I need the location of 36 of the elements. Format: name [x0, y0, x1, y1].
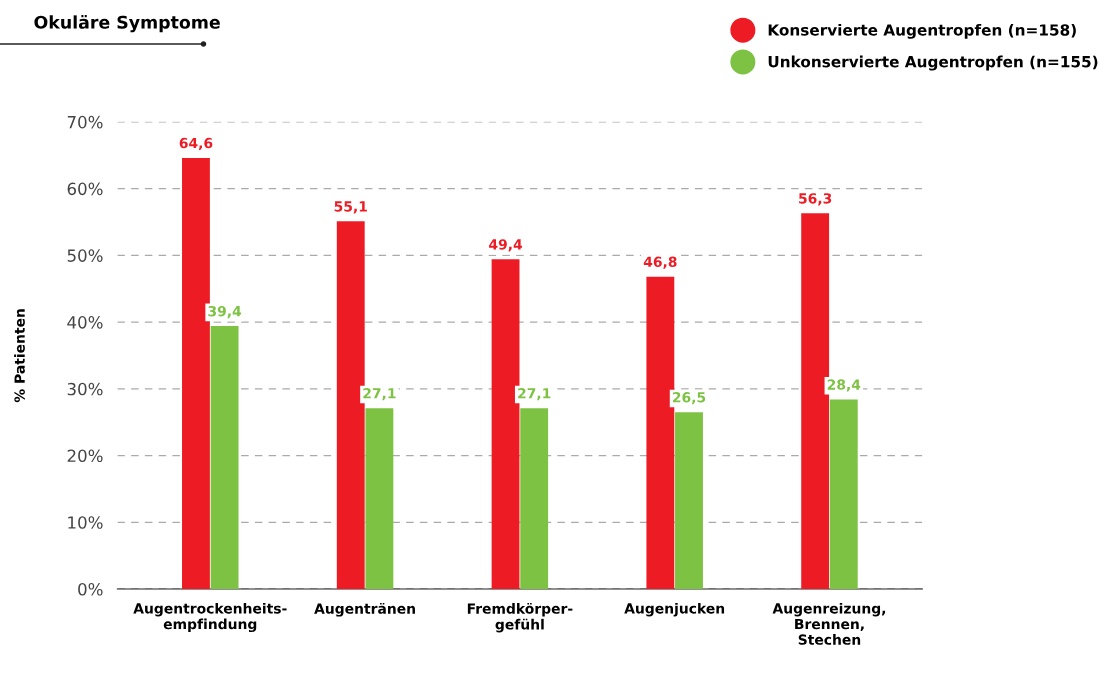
y-tick-label: 30% [67, 382, 103, 396]
x-tick-label: Augenjucken [624, 602, 725, 617]
y-tick-label: 0% [78, 582, 103, 596]
x-tick-label: Augentrockenheits- empfindung [133, 602, 287, 633]
bar [829, 399, 858, 589]
bar [210, 326, 239, 589]
x-tick-label: Fremdkörper- gefühl [467, 602, 573, 633]
data-label: 64,6 [179, 137, 213, 151]
bar [365, 408, 394, 589]
bar [182, 157, 210, 589]
y-tick-label: 10% [68, 516, 103, 529]
legend-label: Unkonservierte Augentropfen (n=155) [768, 55, 1098, 71]
y-tick-label: 20% [67, 449, 103, 463]
x-tick-label: Augentränen [314, 602, 415, 617]
bar [520, 408, 549, 589]
data-label: 27,1 [518, 388, 551, 401]
x-tick-label: Augenreizung, Brennen, Stechen [772, 602, 886, 645]
data-label: 49,4 [489, 239, 523, 252]
data-label: 27,1 [363, 388, 396, 401]
y-tick-label: 40% [67, 316, 103, 329]
chart-title: Okuläre Symptome [34, 15, 220, 33]
bar [675, 412, 703, 589]
data-label: 55,1 [334, 201, 367, 214]
data-label: 46,8 [643, 256, 677, 269]
legend-label: Konservierte Augentropfen (n=158) [768, 23, 1076, 39]
bar [491, 259, 520, 589]
bar [336, 221, 365, 589]
y-axis-title: % Patienten [14, 309, 25, 403]
y-tick-label: 70% [67, 115, 103, 129]
data-label: 26,5 [672, 392, 706, 405]
data-label: 39,4 [208, 305, 242, 319]
data-label: 28,4 [827, 379, 861, 392]
y-tick-label: 60% [67, 182, 103, 196]
data-label: 56,3 [799, 193, 832, 206]
y-tick-label: 50% [67, 249, 103, 262]
bar [646, 276, 675, 589]
